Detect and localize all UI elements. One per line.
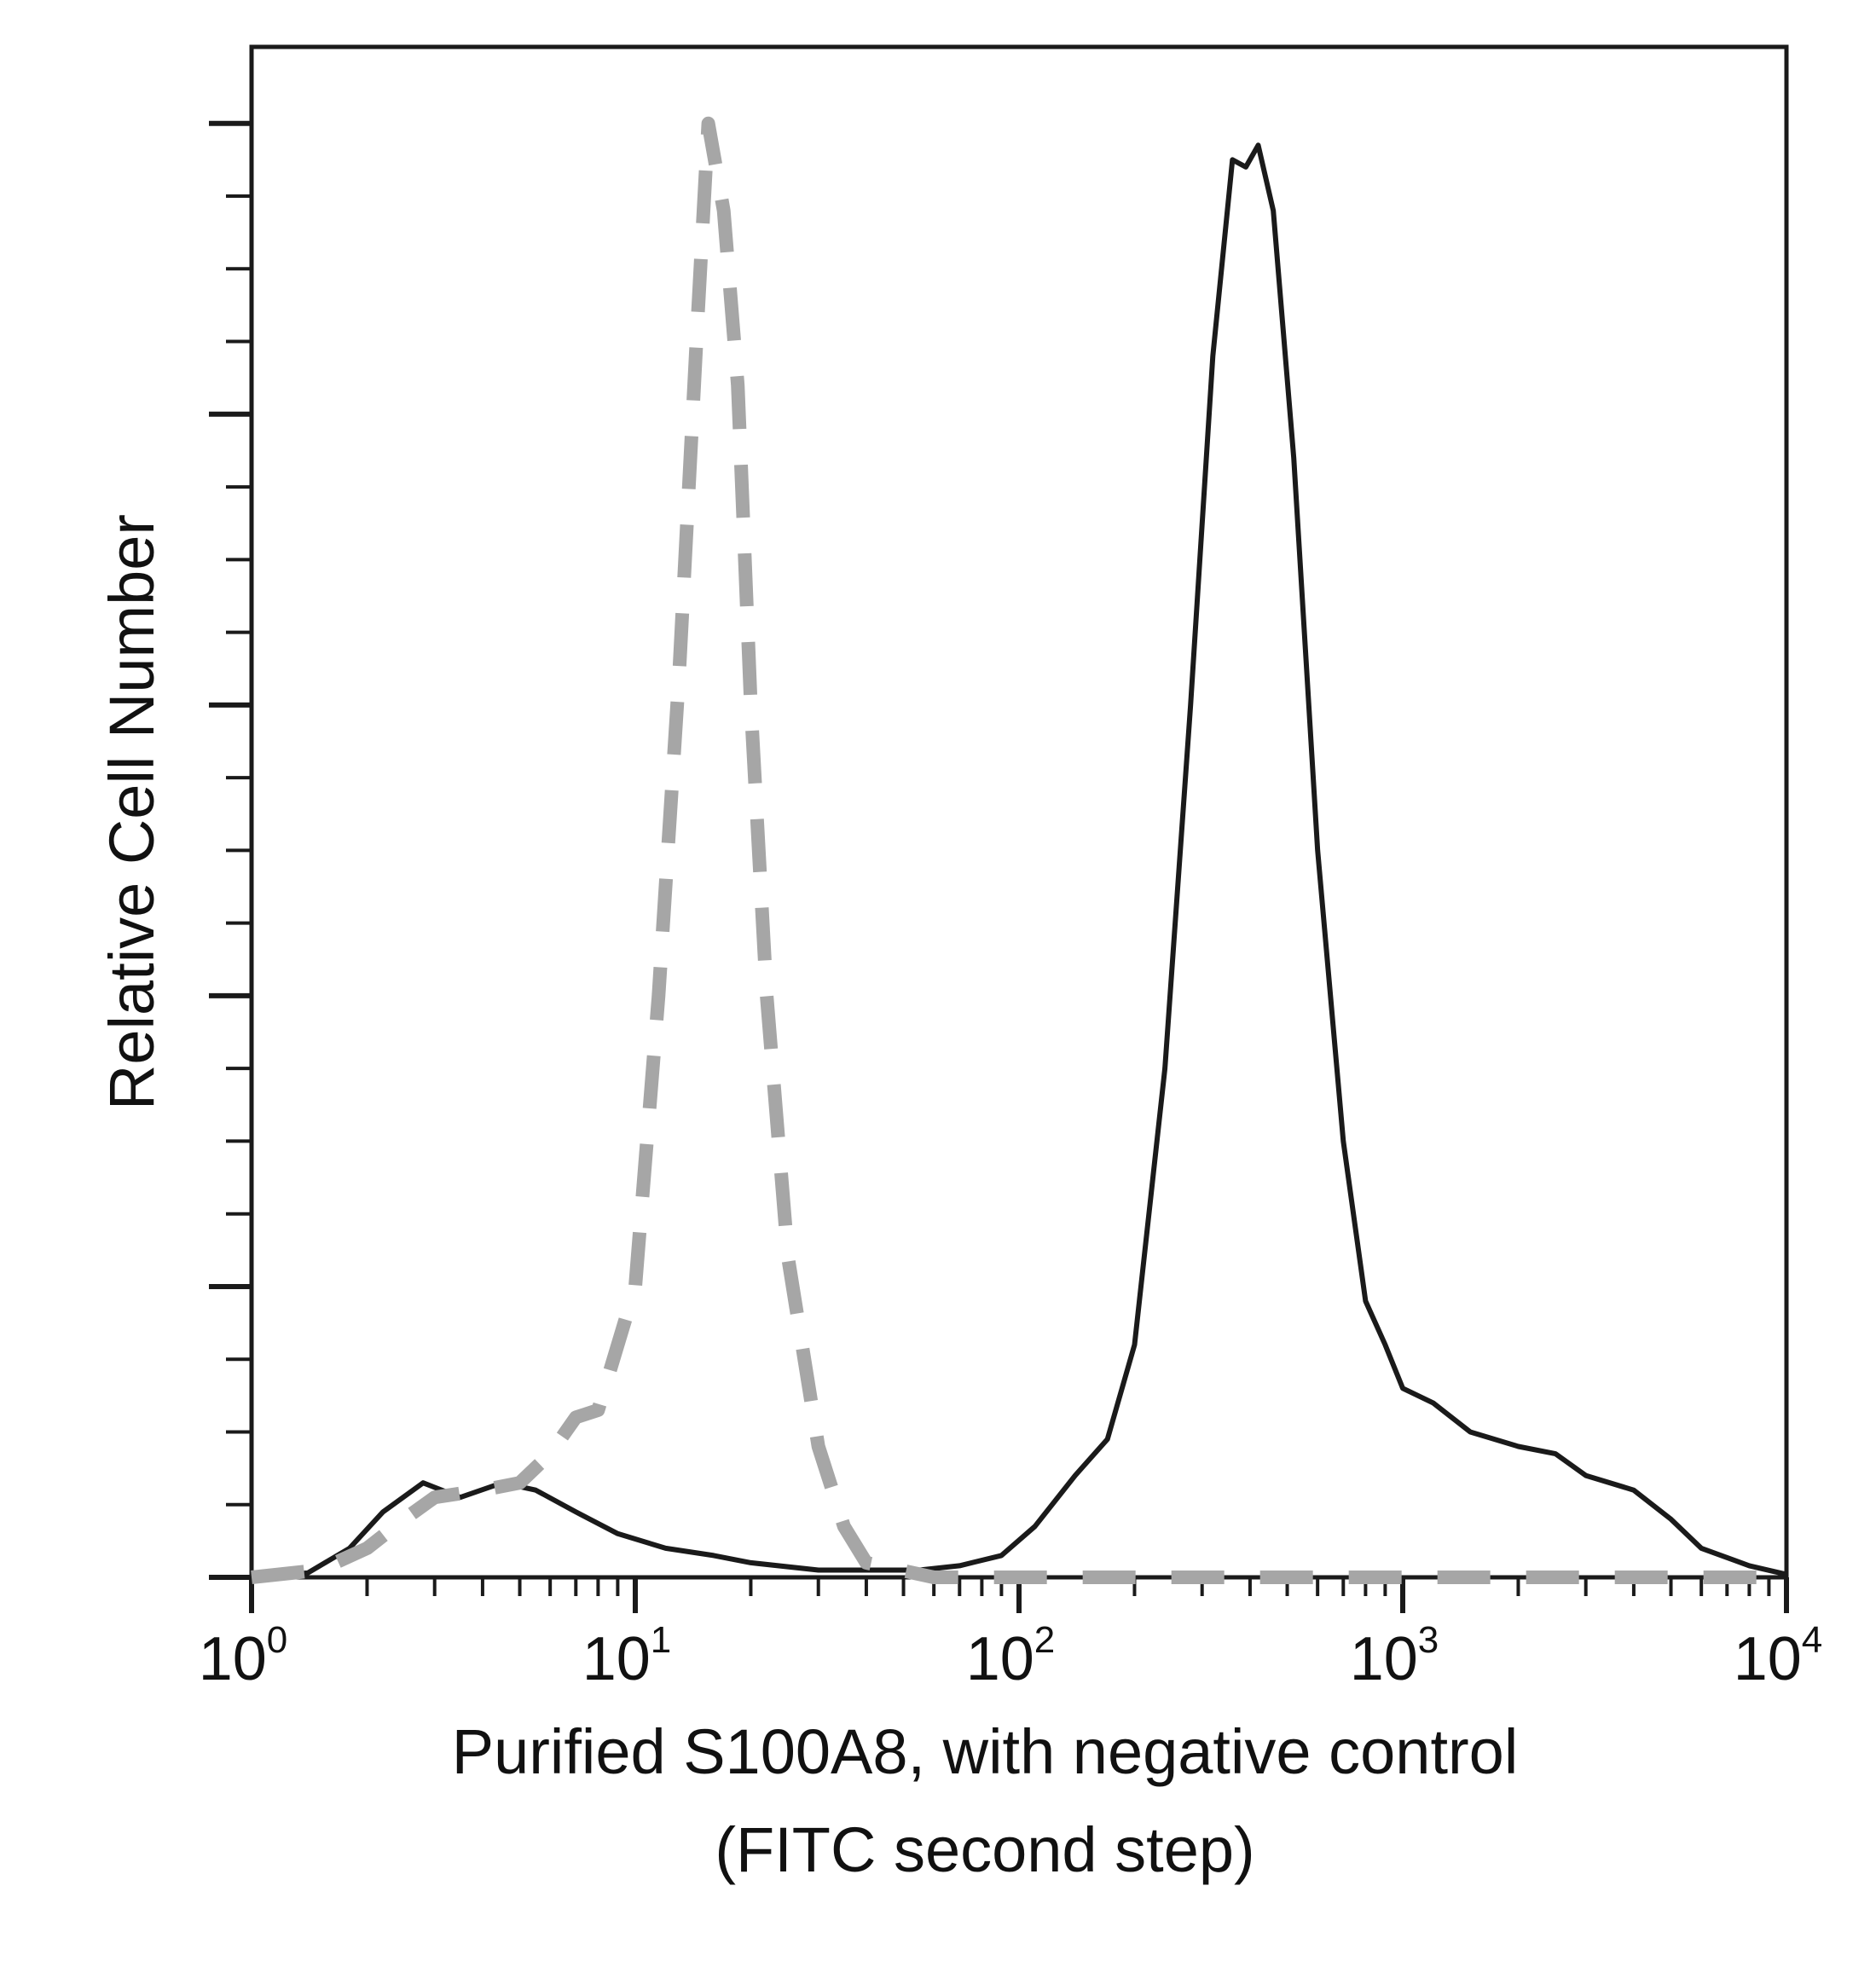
series-layer — [251, 116, 1787, 1584]
y-axis-title: Relative Cell Number — [96, 514, 167, 1110]
x-tick-label: 103 — [1350, 1619, 1439, 1693]
x-axis-ticks — [249, 1577, 1789, 1613]
y-axis-ticks — [209, 120, 252, 1580]
x-axis-tick-labels: 100 101 102 103 104 — [199, 1619, 1823, 1693]
x-tick-label: 102 — [966, 1619, 1056, 1693]
sample-curve — [251, 142, 1787, 1580]
x-tick-label: 104 — [1734, 1619, 1823, 1693]
x-tick-label: 100 — [199, 1619, 288, 1693]
x-tick-label: 101 — [582, 1619, 672, 1693]
x-axis-title: Purified S100A8, with negative control — [452, 1716, 1519, 1787]
x-axis-title-line-2: (FITC second step) — [715, 1814, 1254, 1885]
negative-control-curve — [251, 116, 1786, 1584]
